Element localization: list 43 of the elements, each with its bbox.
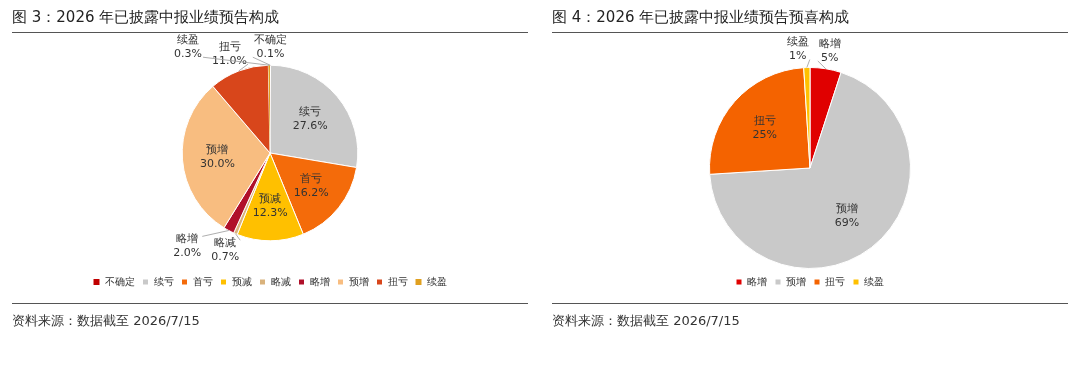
data-label: 30.0% [200, 156, 235, 170]
text: 资料来源：数据截至 2026/7/15 [552, 303, 1068, 330]
slice-label: 预增 [835, 201, 858, 215]
data-label: 25% [752, 127, 777, 141]
legend-label: 续亏 [153, 275, 174, 287]
legend-label: 略增 [309, 275, 330, 287]
slice-label: 首亏 [300, 171, 323, 185]
legend-label: 预减 [231, 275, 252, 287]
slice-label: 预减 [259, 191, 282, 205]
slice-label: 续盈 [177, 33, 200, 47]
legend-label: 预增 [348, 275, 369, 287]
slice-label: 预增 [206, 142, 229, 156]
legend-label: 续盈 [426, 275, 447, 287]
legend-label: 扭亏 [387, 275, 408, 287]
data-label: 27.6% [292, 118, 328, 132]
slice-label: 略增 [176, 232, 199, 246]
chart-title: 图 3：2026 年已披露中报业绩预告构成 [12, 0, 528, 33]
legend-label: 不确定 [104, 275, 135, 287]
chart-title: 图 4：2026 年已披露中报业绩预告预喜构成 [552, 0, 1068, 33]
data-label: 0.3% [174, 47, 203, 61]
data-label: 0.7% [211, 250, 240, 264]
slice-label: 续亏 [299, 104, 322, 118]
data-label: 2.0% [173, 246, 202, 260]
text: 资料来源：数据截至 2026/7/15 [12, 303, 528, 330]
legend-label: 预增 [786, 275, 806, 287]
slice-label: 续盈 [786, 35, 809, 49]
slice-label: 扭亏 [218, 40, 241, 53]
legend-label: 续盈 [864, 275, 884, 287]
slice-label: 略增 [818, 36, 841, 50]
data-label: 1% [789, 49, 807, 63]
data-label: 0.1% [256, 47, 285, 61]
slice-label: 不确定 [253, 33, 287, 47]
legend-label: 略减 [270, 275, 291, 287]
legend-label: 首亏 [192, 275, 213, 287]
legend-label: 略增 [747, 275, 767, 287]
data-label: 12.3% [252, 205, 288, 219]
data-label: 11.0% [212, 54, 247, 67]
data-label: 16.2% [293, 185, 329, 199]
data-label: 5% [821, 50, 839, 64]
legend-label: 扭亏 [825, 275, 845, 287]
slice-label: 扭亏 [753, 113, 776, 127]
data-label: 69% [834, 215, 860, 229]
slice-label: 略减 [214, 236, 237, 250]
